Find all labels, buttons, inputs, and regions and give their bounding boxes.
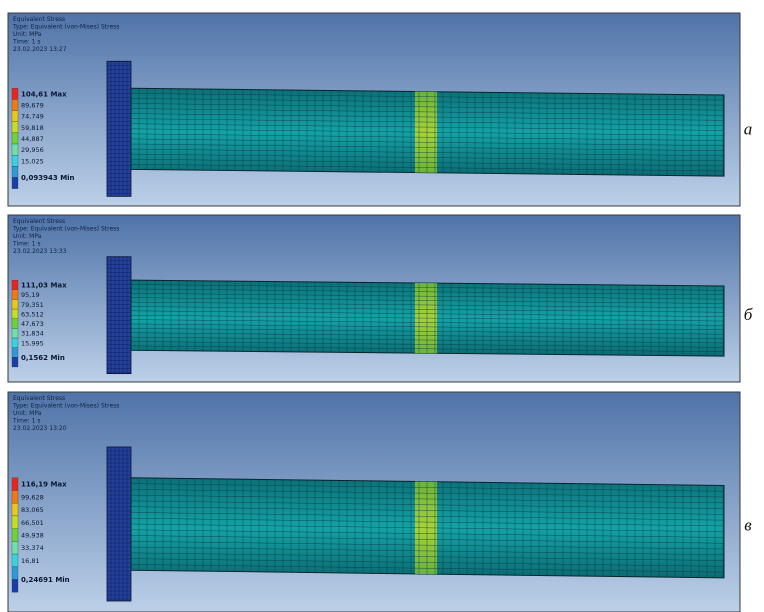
- panel-letter: а: [744, 120, 753, 139]
- legend-swatch: [12, 529, 18, 542]
- legend-label: 0,24691 Min: [21, 576, 70, 584]
- legend-swatch: [12, 155, 18, 166]
- page: {"panels": [ {"header": ["Equivalent Str…: [0, 0, 764, 612]
- legend-label: 15,025: [21, 157, 44, 165]
- legend-swatch: [12, 579, 18, 592]
- legend-label: 111,03 Max: [21, 281, 67, 289]
- legend-swatch: [12, 309, 18, 319]
- legend-label: 0,1562 Min: [21, 354, 65, 362]
- legend-swatch: [12, 516, 18, 529]
- legend-swatch: [12, 338, 18, 348]
- legend-label: 16,81: [21, 557, 40, 565]
- header-line: Equivalent Stress: [13, 218, 65, 225]
- legend-label: 66,501: [21, 519, 44, 527]
- header-line: Equivalent Stress: [13, 395, 65, 402]
- header-line: Type: Equivalent (von-Mises) Stress: [12, 403, 119, 410]
- legend-swatch: [12, 88, 18, 99]
- legend-swatch: [12, 567, 18, 580]
- legend-label: 49,938: [21, 532, 44, 540]
- header-line: Equivalent Stress: [13, 16, 65, 23]
- legend-label: 99,628: [21, 493, 44, 501]
- legend-swatch: [12, 348, 18, 358]
- legend-swatch: [12, 290, 18, 300]
- header-line: Time: 1 s: [12, 241, 40, 248]
- figure: Equivalent StressType: Equivalent (von-M…: [0, 0, 764, 612]
- legend-label: 79,351: [21, 301, 44, 309]
- header-line: Type: Equivalent (von-Mises) Stress: [12, 24, 119, 31]
- panel-letter: б: [744, 305, 753, 324]
- legend-swatch: [12, 503, 18, 516]
- header-line: Unit: MPa: [13, 233, 42, 240]
- legend-label: 104,61 Max: [21, 90, 67, 98]
- header-line: Time: 1 s: [12, 418, 40, 425]
- legend-label: 74,749: [21, 113, 44, 121]
- legend-swatch: [12, 478, 18, 491]
- legend-label: 83,065: [21, 506, 44, 514]
- legend-swatch: [12, 299, 18, 309]
- legend-swatch: [12, 328, 18, 338]
- legend-swatch: [12, 111, 18, 122]
- header-line: Unit: MPa: [13, 410, 42, 417]
- legend-swatch: [12, 166, 18, 177]
- legend-label: 44,887: [21, 135, 44, 143]
- header-line: Type: Equivalent (von-Mises) Stress: [12, 226, 119, 233]
- legend-label: 0,093943 Min: [21, 174, 75, 182]
- legend-label: 47,673: [21, 320, 44, 328]
- legend-swatch: [12, 133, 18, 144]
- legend-swatch: [12, 122, 18, 133]
- header-line: Time: 1 s: [12, 39, 40, 46]
- legend-label: 15,995: [21, 339, 44, 347]
- legend-label: 95,19: [21, 291, 40, 299]
- legend-swatch: [12, 99, 18, 110]
- header-line: Unit: MPa: [13, 31, 42, 38]
- panel-letter: в: [744, 516, 752, 535]
- header-line: 23.02.2023 13:27: [13, 46, 67, 53]
- legend-label: 63,512: [21, 310, 44, 318]
- legend-swatch: [12, 319, 18, 329]
- legend-swatch: [12, 280, 18, 290]
- legend-swatch: [12, 177, 18, 188]
- legend-label: 33,374: [21, 544, 44, 552]
- legend-swatch: [12, 541, 18, 554]
- legend-label: 89,679: [21, 101, 44, 109]
- legend-label: 31,834: [21, 330, 44, 338]
- legend-swatch: [12, 357, 18, 367]
- legend-swatch: [12, 144, 18, 155]
- legend-label: 59,818: [21, 124, 44, 132]
- header-line: 23.02.2023 13:20: [13, 425, 67, 432]
- legend-label: 29,956: [21, 146, 44, 154]
- legend-swatch: [12, 491, 18, 504]
- legend-label: 116,19 Max: [21, 481, 67, 489]
- legend-swatch: [12, 554, 18, 567]
- header-line: 23.02.2023 13:33: [13, 248, 67, 255]
